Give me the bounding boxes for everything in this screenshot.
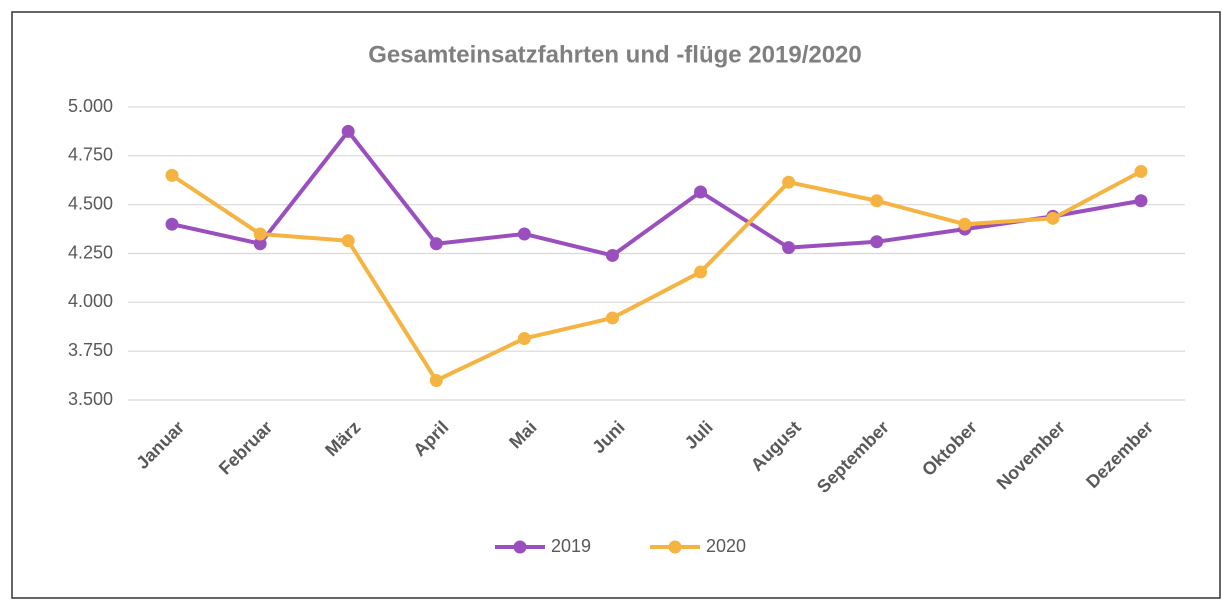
data-point (165, 217, 179, 231)
data-point (782, 175, 796, 189)
data-point (1134, 164, 1148, 178)
data-point (429, 237, 443, 251)
y-tick-label: 5.000 (68, 96, 113, 116)
y-tick-label: 3.500 (68, 389, 113, 409)
data-point (253, 227, 267, 241)
legend-label: 2020 (706, 536, 746, 556)
data-point (1046, 211, 1060, 225)
data-point (958, 217, 972, 231)
y-tick-label: 4.250 (68, 242, 113, 262)
data-point (165, 168, 179, 182)
data-point (782, 241, 796, 255)
data-point (605, 248, 619, 262)
data-point (694, 265, 708, 279)
data-point (341, 234, 355, 248)
data-point (870, 235, 884, 249)
legend-label: 2019 (551, 536, 591, 556)
y-tick-label: 4.000 (68, 291, 113, 311)
data-point (517, 227, 531, 241)
y-tick-label: 4.750 (68, 145, 113, 165)
legend-marker (513, 540, 527, 554)
series-line (171, 129, 1142, 258)
data-point (605, 311, 619, 325)
series-line (170, 169, 1142, 383)
data-point (1134, 194, 1148, 208)
chart-frame (11, 11, 1221, 599)
data-point (429, 373, 443, 387)
data-point (694, 185, 708, 199)
chart-title: Gesamteinsatzfahrten und -flüge 2019/202… (368, 41, 862, 68)
data-point (870, 194, 884, 208)
y-tick-label: 3.750 (68, 340, 113, 360)
data-point (517, 331, 531, 345)
data-point (341, 124, 355, 138)
data-point (253, 237, 267, 251)
legend-marker (668, 540, 682, 554)
y-tick-label: 4.500 (68, 193, 113, 213)
